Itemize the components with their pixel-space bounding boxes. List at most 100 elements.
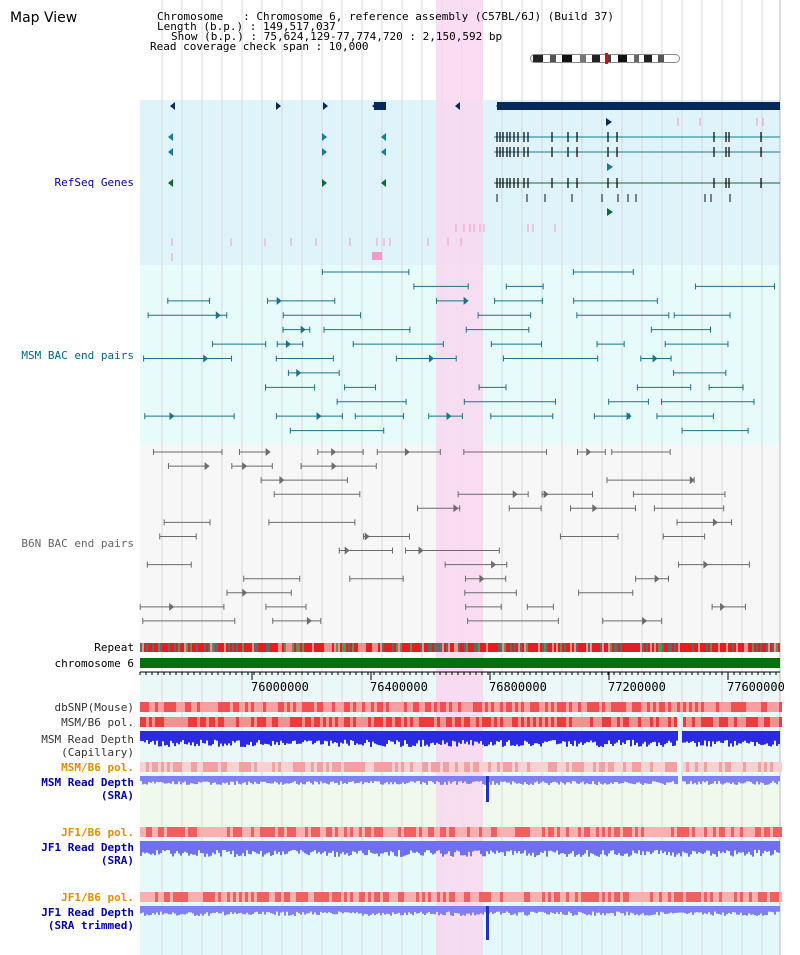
chromosome-label[interactable]: chromosome 6 (54, 657, 134, 670)
repeat-label[interactable]: Repeat (94, 641, 134, 654)
jf1-b6-pol-label[interactable]: JF1/B6 pol. (61, 826, 134, 839)
jf1-b6-pol-trim-label[interactable]: JF1/B6 pol. (61, 891, 134, 904)
depth-bar (716, 841, 718, 857)
heat-cell (371, 827, 374, 837)
depth-bar (374, 841, 376, 854)
heat-cell (350, 702, 353, 712)
heat-cell (443, 702, 446, 712)
depth-bar (402, 906, 404, 915)
depth-bar (368, 776, 370, 784)
depth-bar (768, 841, 770, 852)
depth-bar (160, 776, 162, 782)
depth-bar (520, 841, 522, 854)
heat-cell (659, 892, 662, 902)
heat-cell (173, 702, 176, 712)
depth-bar (472, 906, 474, 913)
dbsnp-label[interactable]: dbSNP(Mouse) (54, 701, 134, 714)
heat-cell (575, 762, 578, 772)
heat-cell (587, 702, 590, 712)
heat-cell (374, 702, 377, 712)
depth-bar (144, 906, 146, 916)
depth-bar (634, 906, 636, 915)
heat-cell (440, 717, 443, 727)
msm-b6-pol-label[interactable]: MSM/B6 pol. (61, 716, 134, 729)
depth-bar (462, 906, 464, 915)
heat-cell (413, 717, 416, 727)
depth-bar (572, 906, 574, 916)
msm-depth-sra-label[interactable]: MSM Read Depth (SRA) (41, 776, 134, 802)
depth-bar (500, 906, 502, 915)
heat-cell (428, 892, 431, 902)
heat-cell (512, 892, 515, 902)
depth-bar (484, 776, 486, 785)
refseq-genes-label[interactable]: RefSeq Genes (54, 176, 134, 189)
heat-cell (392, 717, 395, 727)
depth-bar (400, 841, 402, 857)
heat-cell (494, 702, 497, 712)
depth-bar (356, 731, 358, 744)
b6n-bac-label[interactable]: B6N BAC end pairs (21, 537, 134, 550)
repeat-mark (668, 643, 670, 652)
heat-cell (536, 702, 539, 712)
repeat-mark (178, 643, 180, 652)
repeat-mark (294, 643, 296, 652)
depth-bar (774, 731, 776, 741)
depth-bar (590, 731, 592, 741)
heat-cell (140, 892, 143, 902)
heat-cell (161, 827, 164, 837)
gene-arrow (322, 133, 327, 141)
depth-bar (522, 731, 524, 746)
heat-cell (566, 827, 569, 837)
depth-bar (734, 776, 736, 785)
heat-cell (686, 892, 689, 902)
depth-bar (520, 776, 522, 784)
b6n-bac-pair-arrow (344, 546, 350, 555)
heat-cell (341, 762, 344, 772)
msm-b6-pol-sra-label[interactable]: MSM/B6 pol. (61, 761, 134, 774)
depth-bar (282, 776, 284, 785)
heat-cell (314, 762, 317, 772)
depth-bar (762, 906, 764, 916)
depth-bar (576, 731, 578, 747)
depth-bar (434, 731, 436, 745)
depth-bar (522, 906, 524, 912)
depth-bar (648, 841, 650, 852)
heat-cell (725, 717, 728, 727)
depth-bar (714, 841, 716, 855)
depth-bar (772, 731, 774, 745)
msm-depth-capillary-label[interactable]: MSM Read Depth (Capillary) (41, 733, 134, 759)
depth-bar (336, 906, 338, 915)
depth-bar (312, 731, 314, 745)
repeat-mark (444, 643, 446, 652)
depth-bar (724, 776, 726, 784)
chromosome-ideogram[interactable] (530, 53, 682, 65)
depth-bar (164, 906, 166, 914)
repeat-mark (160, 643, 162, 652)
depth-bar (190, 906, 192, 913)
heat-cell (509, 702, 512, 712)
depth-bar (306, 841, 308, 855)
heat-cell (467, 717, 470, 727)
heat-cell (638, 717, 641, 727)
repeat-mark (552, 643, 554, 652)
heat-cell (257, 717, 260, 727)
depth-bar (248, 841, 250, 854)
heat-cell (752, 892, 755, 902)
msm-bac-label[interactable]: MSM BAC end pairs (21, 349, 134, 362)
jf1-depth-trim-label[interactable]: JF1 Read Depth (SRA trimmed) (41, 906, 134, 932)
depth-bar (704, 906, 706, 914)
repeat-mark (508, 643, 510, 652)
repeat-mark (202, 643, 204, 652)
depth-bar (712, 731, 714, 742)
depth-bar (146, 731, 148, 741)
heat-cell (536, 827, 539, 837)
depth-bar (636, 906, 638, 915)
repeat-mark (368, 643, 370, 652)
heat-cell (308, 717, 311, 727)
depth-bar (522, 776, 524, 785)
heat-cell (653, 762, 656, 772)
repeat-mark (726, 643, 728, 652)
heat-cell (617, 762, 620, 772)
jf1-depth-sra-label[interactable]: JF1 Read Depth (SRA) (41, 841, 134, 867)
